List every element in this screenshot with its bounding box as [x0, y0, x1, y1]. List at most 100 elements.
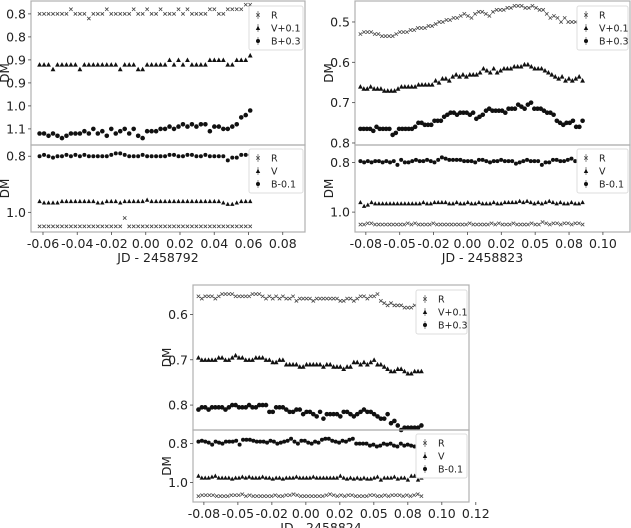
data-point-x — [59, 224, 64, 229]
data-point-x — [405, 305, 410, 310]
data-point-x — [455, 15, 460, 20]
data-point-x — [529, 221, 534, 226]
data-point-triangle — [461, 201, 467, 206]
data-point-x — [324, 296, 329, 301]
data-point-circle — [236, 405, 242, 410]
legend: RV B-0.1 — [415, 433, 468, 479]
data-point-circle — [405, 442, 410, 447]
data-point-x — [476, 9, 481, 14]
data-point-circle — [229, 402, 235, 408]
x-tick-label: 0.00 — [132, 236, 160, 251]
data-point-x — [247, 493, 252, 498]
y-axis-label: DM — [0, 179, 12, 199]
data-point-triangle — [41, 62, 47, 67]
data-point-x — [109, 224, 114, 229]
data-point-circle — [225, 126, 231, 132]
data-point-circle — [323, 436, 328, 441]
data-point-circle — [354, 441, 359, 446]
data-point-triangle — [371, 357, 377, 362]
data-point-triangle — [225, 201, 230, 206]
data-point-triangle — [140, 198, 145, 204]
data-point-circle — [294, 407, 299, 412]
data-point-x — [199, 296, 204, 301]
data-point-x — [390, 34, 395, 39]
data-point-triangle — [77, 66, 83, 72]
data-point-x — [519, 3, 524, 8]
data-point-x — [189, 11, 194, 16]
data-point-triangle — [59, 198, 65, 204]
data-point-triangle — [149, 198, 154, 204]
data-point-circle — [158, 126, 163, 132]
data-point-circle — [417, 159, 422, 164]
data-point-triangle — [162, 198, 168, 204]
data-point-x — [480, 9, 485, 14]
data-point-triangle — [391, 201, 396, 206]
data-point-triangle — [203, 198, 208, 204]
data-point-x — [280, 494, 285, 499]
data-point-x — [368, 493, 373, 498]
data-point-triangle — [284, 475, 289, 480]
data-point-circle — [473, 160, 478, 165]
data-point-triangle — [283, 361, 289, 367]
y-tick-label: 0.6 — [168, 307, 188, 322]
data-point-circle — [362, 160, 367, 165]
data-point-circle — [185, 152, 190, 157]
data-point-triangle — [539, 201, 545, 206]
data-point-x — [342, 494, 347, 499]
data-point-circle — [351, 414, 357, 419]
data-point-x — [127, 224, 132, 229]
data-point-circle — [241, 437, 246, 442]
data-point-triangle — [450, 201, 456, 206]
data-point-triangle — [240, 474, 245, 479]
data-point-circle — [348, 411, 353, 417]
data-point-x — [328, 296, 333, 301]
data-point-x — [387, 222, 392, 227]
data-point-triangle — [371, 475, 377, 480]
data-point-triangle — [417, 201, 422, 206]
data-point-x — [136, 224, 141, 229]
data-point-circle — [361, 126, 366, 132]
data-point-triangle — [257, 475, 262, 480]
data-point-x — [440, 19, 445, 24]
data-point-x — [284, 296, 289, 301]
data-point-circle — [213, 439, 218, 444]
data-point-triangle — [361, 86, 367, 91]
x-tick-label: 0.02 — [487, 236, 515, 251]
data-point-triangle — [243, 475, 248, 480]
data-point-x — [109, 11, 114, 16]
data-point-triangle — [144, 62, 150, 67]
data-point-circle — [387, 126, 392, 132]
data-point-x — [257, 292, 262, 297]
data-point-triangle — [233, 475, 238, 480]
data-point-triangle — [135, 66, 141, 72]
data-point-triangle — [338, 473, 343, 478]
data-point-x — [196, 294, 201, 299]
legend: R V+0.1 B+0.3 — [415, 289, 468, 335]
data-point-x — [260, 294, 265, 299]
data-point-x — [408, 494, 413, 499]
data-point-triangle — [470, 72, 476, 77]
data-point-x — [236, 493, 241, 498]
data-point-triangle — [207, 198, 213, 204]
data-point-circle — [206, 440, 211, 445]
y-tick-label: 0.9 — [6, 52, 26, 67]
data-point-circle — [198, 154, 203, 159]
data-point-x — [404, 493, 409, 498]
data-point-x — [206, 294, 211, 299]
data-point-x — [104, 224, 109, 229]
data-point-circle — [395, 444, 400, 449]
legend-label: B-0.1 — [271, 180, 296, 191]
data-point-triangle — [50, 66, 56, 72]
data-point-triangle — [405, 477, 411, 482]
data-point-circle — [203, 439, 208, 444]
data-point-circle — [240, 405, 245, 410]
data-point-circle — [580, 118, 585, 124]
x-tick-label: 0.00 — [292, 506, 320, 521]
data-point-circle — [64, 152, 69, 157]
data-point-triangle — [209, 357, 215, 362]
data-point-circle — [419, 423, 424, 428]
data-point-x — [375, 494, 380, 499]
data-point-triangle — [73, 198, 78, 204]
data-point-circle — [278, 440, 283, 445]
data-point-x — [518, 222, 523, 227]
